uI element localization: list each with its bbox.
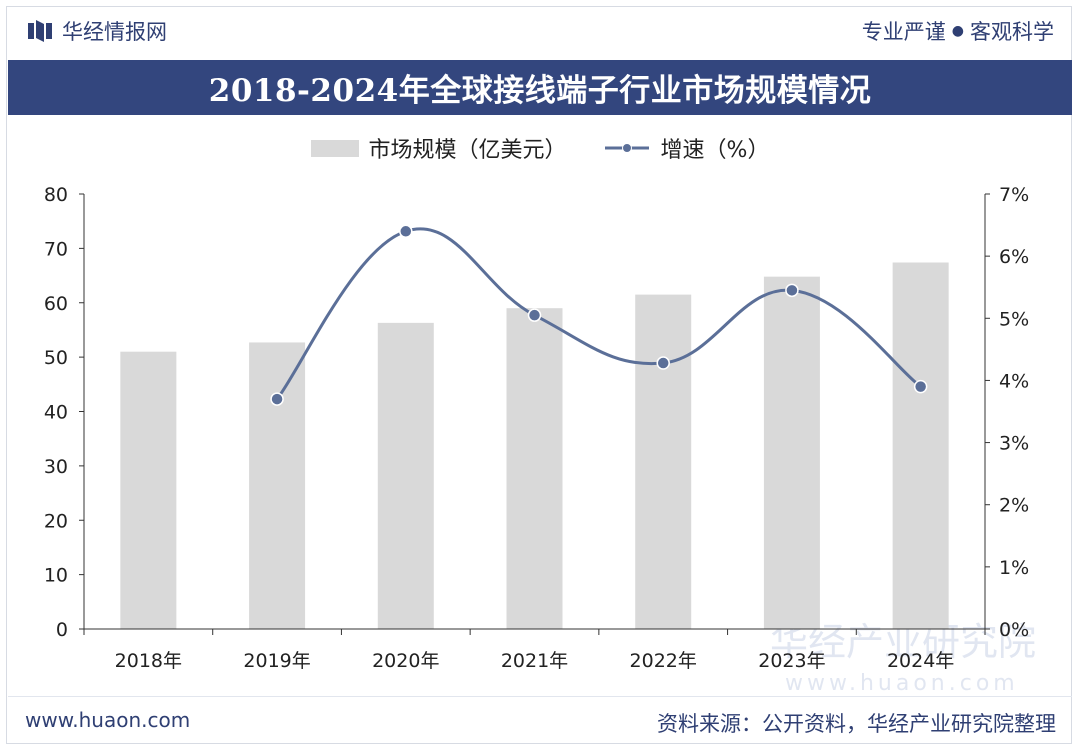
- left-tick-label: 80: [44, 184, 68, 206]
- right-tick-label: 7%: [999, 184, 1029, 206]
- bar-2022年[interactable]: [635, 294, 692, 629]
- right-tick-label: 5%: [999, 308, 1029, 330]
- chart-title: 2018-2024年全球接线端子行业市场规模情况: [208, 73, 872, 109]
- legend-line-swatch: [604, 143, 649, 153]
- growth-point-2021年[interactable]: [527, 308, 542, 322]
- footer-divider: [8, 696, 1072, 697]
- bars-layer: [120, 262, 949, 629]
- chart-frame: [6, 6, 1072, 744]
- left-tick-label: 20: [44, 510, 68, 532]
- right-tick-label: 1%: [999, 557, 1029, 579]
- x-tick-label: 2021年: [501, 650, 568, 672]
- growth-point-2022年[interactable]: [656, 356, 670, 370]
- axes-layer: 0 10 20 30 40 50 60 70 80 0% 1% 2% 3% 4% 5% 6% 7% 2018年 20…: [44, 184, 1029, 672]
- x-tick-label: 2022年: [630, 650, 697, 672]
- legend-item-growth[interactable]: 增速（%）: [603, 132, 770, 164]
- brand-name: 华经情报网: [62, 20, 167, 44]
- x-tick-label: 2018年: [115, 650, 182, 672]
- slogan: 专业严谨 ● 客观科学: [862, 18, 1054, 44]
- bar-2024年[interactable]: [892, 262, 949, 629]
- left-tick-label: 30: [44, 456, 68, 478]
- slogan-dot: ●: [951, 23, 964, 39]
- legend-label-growth: 增速（%）: [660, 138, 770, 163]
- bar-2021年[interactable]: [506, 308, 563, 629]
- bar-2020年[interactable]: [377, 322, 434, 629]
- right-tick-label: 6%: [999, 246, 1029, 268]
- line-layer: [270, 224, 928, 406]
- brand-logo-icon: [28, 20, 52, 42]
- watermark-url: www.huaon.com: [785, 671, 1019, 696]
- growth-line: [275, 227, 922, 400]
- left-tick-label: 60: [44, 293, 68, 315]
- growth-point-2024年[interactable]: [913, 379, 928, 394]
- footer-website[interactable]: www.huaon.com: [25, 708, 191, 732]
- left-tick-label: 10: [44, 565, 68, 587]
- left-tick-label: 0: [56, 619, 68, 641]
- left-tick-label: 70: [44, 238, 68, 260]
- legend-item-market-size[interactable]: 市场规模（亿美元）: [310, 132, 567, 164]
- legend-label-market-size: 市场规模（亿美元）: [368, 138, 567, 163]
- x-tick-label: 2019年: [243, 650, 310, 672]
- header: 华经情报网 专业严谨 ● 客观科学: [0, 0, 1080, 58]
- growth-point-2019年[interactable]: [270, 392, 284, 406]
- bar-2018年[interactable]: [120, 351, 177, 629]
- brand[interactable]: 华经情报网: [28, 18, 167, 44]
- bar-2023年[interactable]: [763, 276, 820, 629]
- slogan-left: 专业严谨: [861, 20, 946, 44]
- legend-bar-swatch: [310, 139, 359, 157]
- title-bar: 2018-2024年全球接线端子行业市场规模情况: [8, 60, 1072, 115]
- legend: 市场规模（亿美元） 增速（%）: [0, 128, 1080, 168]
- slogan-right: 客观科学: [970, 20, 1054, 44]
- left-tick-label: 40: [44, 402, 68, 424]
- right-tick-label: 0%: [999, 619, 1029, 641]
- right-tick-label: 2%: [999, 495, 1029, 517]
- x-tick-label: 2024年: [887, 650, 954, 672]
- left-tick-label: 50: [44, 347, 68, 369]
- bar-2019年[interactable]: [249, 342, 306, 629]
- growth-point-2020年[interactable]: [399, 224, 413, 239]
- x-tick-label: 2023年: [758, 650, 825, 672]
- footer-source: 资料来源：公开资料，华经产业研究院整理: [657, 712, 1056, 736]
- right-tick-label: 3%: [999, 433, 1029, 455]
- x-tick-label: 2020年: [372, 650, 439, 672]
- growth-point-2023年[interactable]: [785, 283, 799, 298]
- right-tick-label: 4%: [999, 370, 1029, 392]
